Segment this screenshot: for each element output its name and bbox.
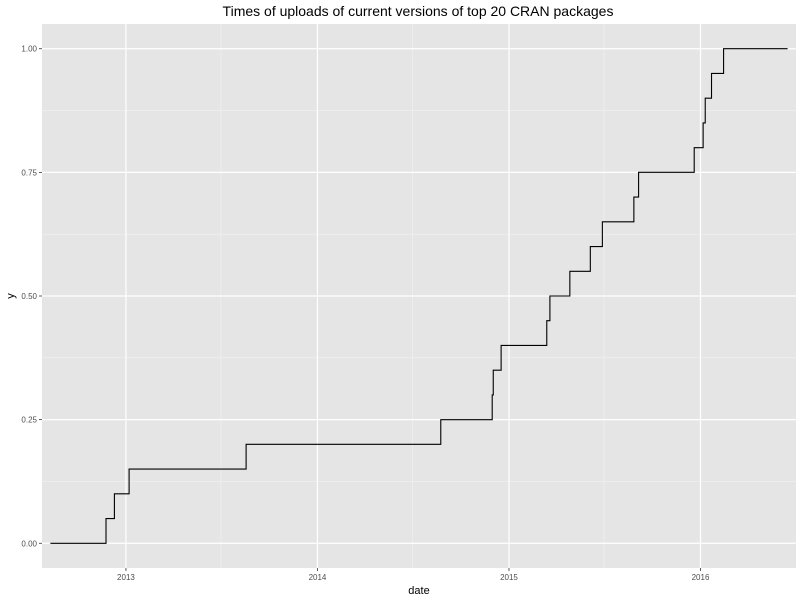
y-tick-labels: 0.00 0.25 0.50 0.75 1.00 (21, 45, 37, 549)
x-tick-label: 2014 (309, 573, 327, 582)
x-tick-labels: 2013 2014 2015 2016 (117, 573, 710, 582)
series-layer (50, 48, 788, 544)
axis-ticks (39, 48, 701, 571)
y-axis-title: y (5, 293, 17, 299)
x-tick-label: 2016 (692, 573, 710, 582)
y-tick-label: 1.00 (21, 45, 37, 54)
chart-title: Times of uploads of current versions of … (223, 3, 614, 19)
x-tick-label: 2015 (500, 573, 518, 582)
y-tick-label: 0.25 (21, 416, 37, 425)
series-step-line (50, 48, 788, 544)
major-gridlines (42, 24, 796, 568)
x-axis-title: date (408, 585, 429, 597)
y-tick-label: 0.00 (21, 539, 37, 548)
y-tick-label: 0.50 (21, 292, 37, 301)
x-tick-label: 2013 (117, 573, 135, 582)
y-tick-label: 0.75 (21, 168, 37, 177)
